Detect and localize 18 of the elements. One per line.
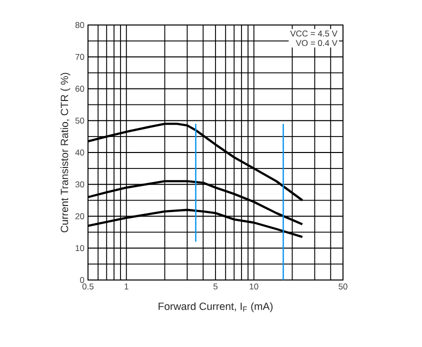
x-axis-title: Forward Current, I$_{F}$ (mA)	[158, 302, 273, 312]
y-tick-label: 40	[75, 150, 84, 156]
y-tick-label: 20	[75, 213, 84, 220]
x-tick-label: 50	[338, 284, 348, 290]
x-tick-label: 10	[250, 284, 258, 290]
y-tick-label: 10	[76, 245, 84, 252]
x-tick-label: 5	[213, 284, 218, 290]
y-tick-label: 50	[75, 118, 84, 124]
y-tick-label: 60	[75, 86, 84, 92]
x-tick-label: 0.5	[82, 284, 94, 290]
annotation: VCC = 4.5 V	[290, 30, 338, 37]
y-tick-label: 30	[75, 181, 84, 188]
y-tick-label: 70	[75, 54, 84, 60]
y-tick-label: 80	[75, 22, 84, 28]
x-tick-label: 1	[124, 284, 128, 290]
annotation: VO = 0.4 V	[296, 40, 338, 46]
y-tick-label: 0	[80, 277, 84, 283]
y-axis-title: Current Transistor Ratio, CTR ( %)	[60, 72, 70, 232]
